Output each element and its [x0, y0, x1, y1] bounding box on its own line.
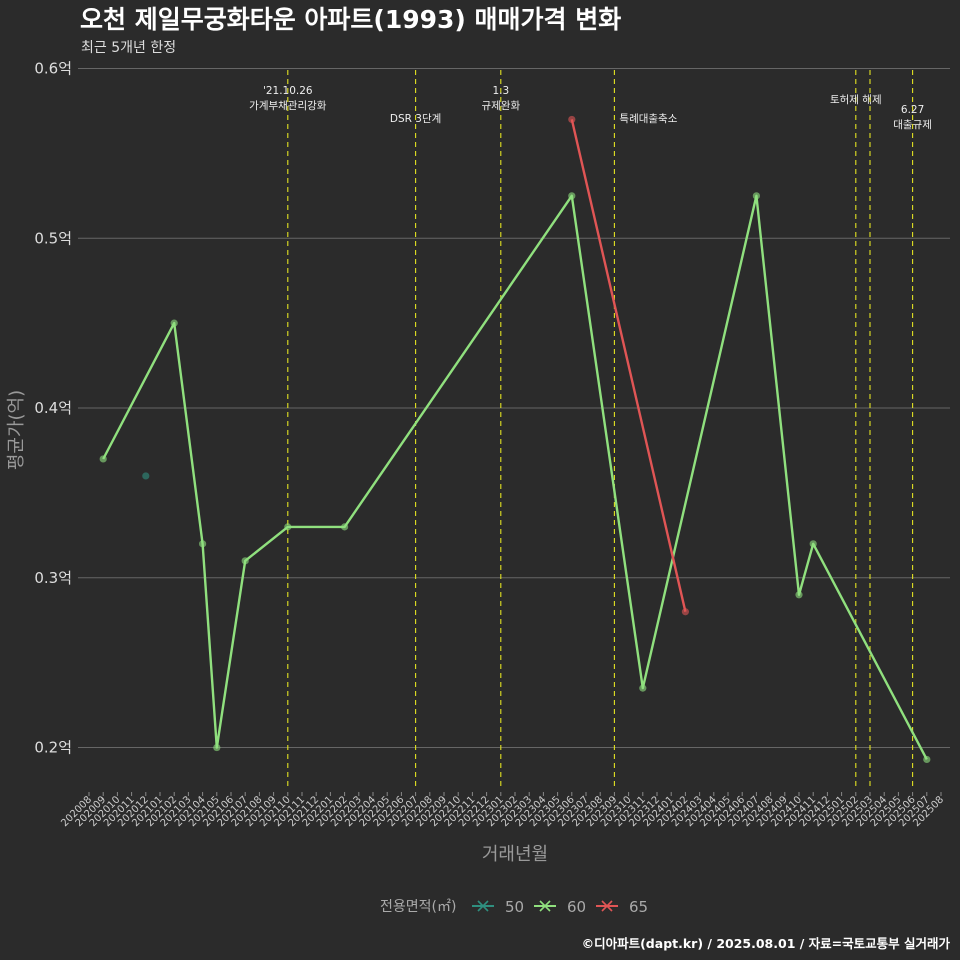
legend-key-marker — [539, 900, 551, 912]
y-tick-label: 0.2억 — [34, 739, 72, 757]
data-point-50 — [142, 472, 150, 480]
x-axis-title: 거래년월 — [482, 844, 548, 865]
y-tick-labels: 0.2억 0.3억 0.4억 0.5억 0.6억 — [34, 59, 72, 756]
legend-label: 60 — [567, 898, 586, 916]
data-point-65 — [568, 115, 576, 124]
event-label: 토허제 해제 — [830, 93, 882, 106]
data-point-65 — [681, 608, 690, 616]
legend-label: 65 — [629, 898, 648, 916]
x-tick-labels: 2020082020092020102020112020122021012021… — [59, 792, 946, 829]
legend-key-marker — [601, 900, 613, 912]
event-label: '21.10.26 — [263, 85, 313, 97]
data-point-60 — [284, 523, 292, 531]
event-label: 규제완화 — [481, 99, 520, 112]
data-point-60 — [341, 523, 349, 531]
y-axis-title: 평균가(억) — [6, 390, 27, 470]
y-tick-label: 0.6억 — [34, 59, 72, 77]
event-label: 1.3 — [492, 85, 509, 97]
data-point-60 — [923, 755, 931, 764]
chart-caption: ©디아파트(dapt.kr) / 2025.08.01 / 자료=국토교통부 실… — [582, 936, 951, 951]
event-label: DSR 3단계 — [390, 113, 441, 125]
series-line-60 — [102, 194, 928, 760]
legend-key-marker — [477, 900, 489, 912]
chart-title: 오천 제일무궁화타운 아파트(1993) 매매가격 변화 — [80, 5, 621, 34]
series-lines — [99, 115, 931, 764]
data-point-60 — [795, 591, 803, 599]
y-tick-label: 0.4억 — [34, 399, 72, 417]
legend-title: 전용면적(㎡) — [380, 899, 456, 915]
data-point-60 — [752, 192, 761, 200]
event-label: 대출규제 — [893, 119, 932, 131]
y-tick-label: 0.3억 — [34, 569, 72, 587]
data-point-60 — [809, 540, 817, 548]
series-line-65 — [570, 119, 687, 612]
data-point-60 — [99, 455, 107, 463]
data-point-60 — [568, 192, 576, 200]
data-point-60 — [170, 319, 178, 327]
legend: 전용면적(㎡) 50 60 65 — [380, 898, 648, 916]
event-label: 가계부채관리강화 — [249, 100, 327, 112]
data-point-60 — [639, 684, 647, 692]
event-label: 6.27 — [901, 104, 924, 116]
chart-subtitle: 최근 5개년 한정 — [81, 40, 176, 56]
data-point-60 — [241, 557, 249, 565]
legend-label: 50 — [505, 898, 524, 916]
event-label: 특례대출축소 — [619, 113, 677, 125]
data-point-60 — [199, 540, 207, 548]
data-point-60 — [213, 743, 221, 752]
y-tick-label: 0.5억 — [34, 229, 72, 247]
